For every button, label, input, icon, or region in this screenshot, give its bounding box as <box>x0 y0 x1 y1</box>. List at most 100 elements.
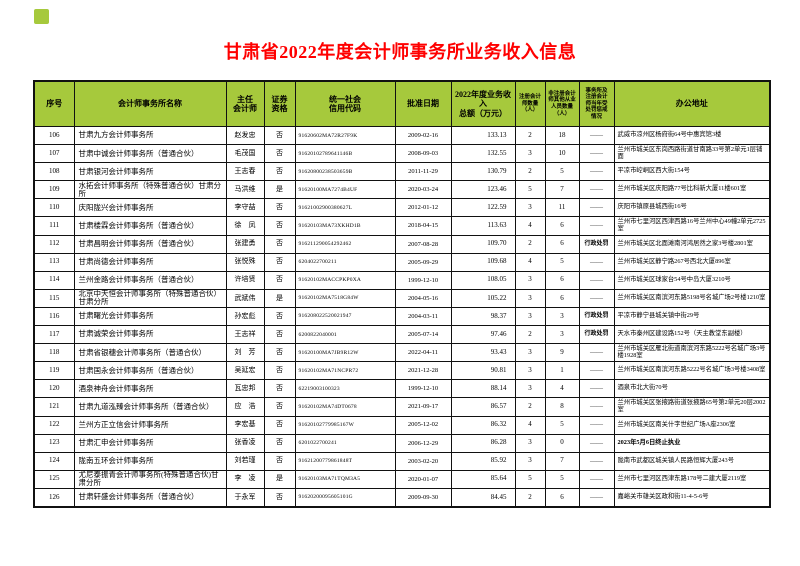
cell-sec: 否 <box>263 306 296 327</box>
cell-seq: 110 <box>33 198 75 218</box>
cell-revenue: 113.63 <box>450 216 516 236</box>
cell-name: 水拓会计师事务所（特殊普通合伙）甘肃分所 <box>73 180 227 200</box>
table-row: 126 甘肃轩盛会计师事务所（普通合伙） 于永军否 91620200095605101… <box>33 487 771 508</box>
revenue-table: 序号 会计师事务所名称 主任 会计师 证券 资格 统一社会 信用代码 批准日期 2022年度… <box>33 80 771 508</box>
cell-sec: 是 <box>263 180 296 200</box>
cell-code: 91620102MA7518G84W <box>294 288 396 308</box>
cell-cpa: 2 <box>514 125 546 146</box>
cell-code: 91620602MA72R27F9K <box>294 125 396 146</box>
cell-revenue: 122.59 <box>450 198 516 218</box>
column-header-chief: 主任 会计师 <box>225 80 265 127</box>
cell-chief: 王志祥 <box>225 325 265 345</box>
cell-chief: 张建勇 <box>225 234 265 254</box>
cell-date: 2004-03-11 <box>394 306 452 327</box>
cell-chief: 李 凌 <box>225 469 265 489</box>
cell-code: 91620102779985167W <box>294 415 396 435</box>
cell-cpa: 2 <box>514 397 546 417</box>
cell-seq: 120 <box>33 379 75 399</box>
cell-noncpa: 10 <box>544 144 580 164</box>
table-header: 序号 会计师事务所名称 主任 会计师 证券 资格 统一社会 信用代码 批准日期 2022年度… <box>33 80 771 127</box>
cell-code: 91620100MA7274B4UF <box>294 180 396 200</box>
cell-date: 1999-12-10 <box>394 270 452 290</box>
cell-code: 91620102MA71NCPR72 <box>294 361 396 381</box>
cell-sec: 否 <box>263 270 296 290</box>
table-body: 106 甘肃九方会计师事务所 赵发忠否 91620602MA72R27F9K 2009-… <box>33 125 771 508</box>
cell-cpa: 3 <box>514 288 546 308</box>
cell-seq: 117 <box>33 325 75 345</box>
cell-address: 兰州市城关区东岗西路街道甘南路33号第2单元1层铺面 <box>613 144 771 164</box>
cell-noncpa: 7 <box>544 451 580 471</box>
cell-name: 酒泉神舟会计师事务所 <box>73 379 227 399</box>
cell-cpa: 3 <box>514 343 546 363</box>
table-header-row: 序号 会计师事务所名称 主任 会计师 证券 资格 统一社会 信用代码 批准日期 2022年度… <box>33 80 771 127</box>
cell-revenue: 105.22 <box>450 288 516 308</box>
cell-sec: 是 <box>263 469 296 489</box>
cell-noncpa: 0 <box>544 433 580 453</box>
cell-name: 甘肃尚德会计师事务所 <box>73 252 227 272</box>
cell-chief: 王志春 <box>225 162 265 182</box>
cell-name: 甘肃银河会计师事务所 <box>73 162 227 182</box>
cell-sec: 否 <box>263 162 296 182</box>
cell-revenue: 84.45 <box>450 487 516 508</box>
cell-cpa: 3 <box>514 361 546 381</box>
cell-revenue: 93.43 <box>450 343 516 363</box>
page-title: 甘肃省2022年度会计师事务所业务收入信息 <box>223 42 577 62</box>
column-header-seq: 序号 <box>33 80 75 127</box>
cell-punish: 行政处罚 <box>578 325 615 345</box>
table-row: 112 甘肃昌明会计师事务所（普通合伙） 张建勇否 91621129005429246… <box>33 234 771 254</box>
cell-noncpa: 5 <box>544 162 580 182</box>
cell-seq: 123 <box>33 433 75 453</box>
cell-date: 2021-12-28 <box>394 361 452 381</box>
cell-cpa: 2 <box>514 162 546 182</box>
cell-seq: 115 <box>33 288 75 308</box>
cell-punish: —— <box>578 270 615 290</box>
cell-sec: 否 <box>263 325 296 345</box>
cell-noncpa: 6 <box>544 270 580 290</box>
cell-revenue: 133.13 <box>450 125 516 146</box>
cell-punish: —— <box>578 125 615 146</box>
cell-chief: 应 浩 <box>225 397 265 417</box>
cell-noncpa: 18 <box>544 125 580 146</box>
cell-chief: 李守喆 <box>225 198 265 218</box>
cell-cpa: 3 <box>514 451 546 471</box>
cell-name: 陇南五环会计师事务所 <box>73 451 227 471</box>
cell-address: 兰州市城关区南滨河东路5222号名城广场3号楼3408室 <box>613 361 771 381</box>
cell-address: 兰州市城关区张掖路街道张掖路65号第2单元20层2002室 <box>613 397 771 417</box>
cell-chief: 李宏基 <box>225 415 265 435</box>
cell-code: 91620103MA71TQM3A5 <box>294 469 396 489</box>
cell-name: 甘肃轩盛会计师事务所（普通合伙） <box>73 487 227 508</box>
cell-name: 甘肃九方会计师事务所 <box>73 125 227 146</box>
cell-noncpa: 1 <box>544 361 580 381</box>
table-row: 109 水拓会计师事务所（特殊普通合伙）甘肃分所 马洪维是 91620100MA727… <box>33 180 771 200</box>
cell-address: 庆阳市镇原县城西街16号 <box>613 198 771 218</box>
cell-date: 2003-02-20 <box>394 451 452 471</box>
table-row: 114 兰州金路会计师事务所（普通合伙） 许培贤否 91620102MACCPKP0X… <box>33 270 771 290</box>
cell-code: 6201022700241 <box>294 433 396 453</box>
cell-cpa: 5 <box>514 180 546 200</box>
cell-code: 91620102MACCPKP0XA <box>294 270 396 290</box>
column-header-sec: 证券 资格 <box>263 80 296 127</box>
cell-noncpa: 7 <box>544 180 580 200</box>
cell-address: 兰州市城关区南关什字世纪广场A座2306室 <box>613 415 771 435</box>
table-row: 124 陇南五环会计师事务所 刘若瑾否 91621200779861848T 2003-… <box>33 451 771 471</box>
cell-cpa: 3 <box>514 144 546 164</box>
cell-code: 62219003100323 <box>294 379 396 399</box>
cell-date: 2012-01-12 <box>394 198 452 218</box>
cell-sec: 否 <box>263 144 296 164</box>
cell-name: 甘肃楼霖会计师事务所（普通合伙） <box>73 216 227 236</box>
cell-seq: 125 <box>33 469 75 489</box>
cell-punish: —— <box>578 288 615 308</box>
cell-sec: 否 <box>263 234 296 254</box>
cell-cpa: 4 <box>514 415 546 435</box>
cell-chief: 毛茂国 <box>225 144 265 164</box>
cell-revenue: 86.32 <box>450 415 516 435</box>
cell-revenue: 108.05 <box>450 270 516 290</box>
cell-chief: 张香凌 <box>225 433 265 453</box>
cell-name: 甘肃中诚会计师事务所（普通合伙） <box>73 144 227 164</box>
cell-name: 兰州金路会计师事务所（普通合伙） <box>73 270 227 290</box>
table-row: 121 甘肃九道泓臻会计师事务所（普通合伙）应 浩否 91620102MA74DT0… <box>33 397 771 417</box>
cell-revenue: 123.46 <box>450 180 516 200</box>
cell-code: 91620102789641146B <box>294 144 396 164</box>
cell-seq: 107 <box>33 144 75 164</box>
table-row: 122 兰州方正立信会计师事务所 李宏基否 91620102779985167W 200… <box>33 415 771 435</box>
